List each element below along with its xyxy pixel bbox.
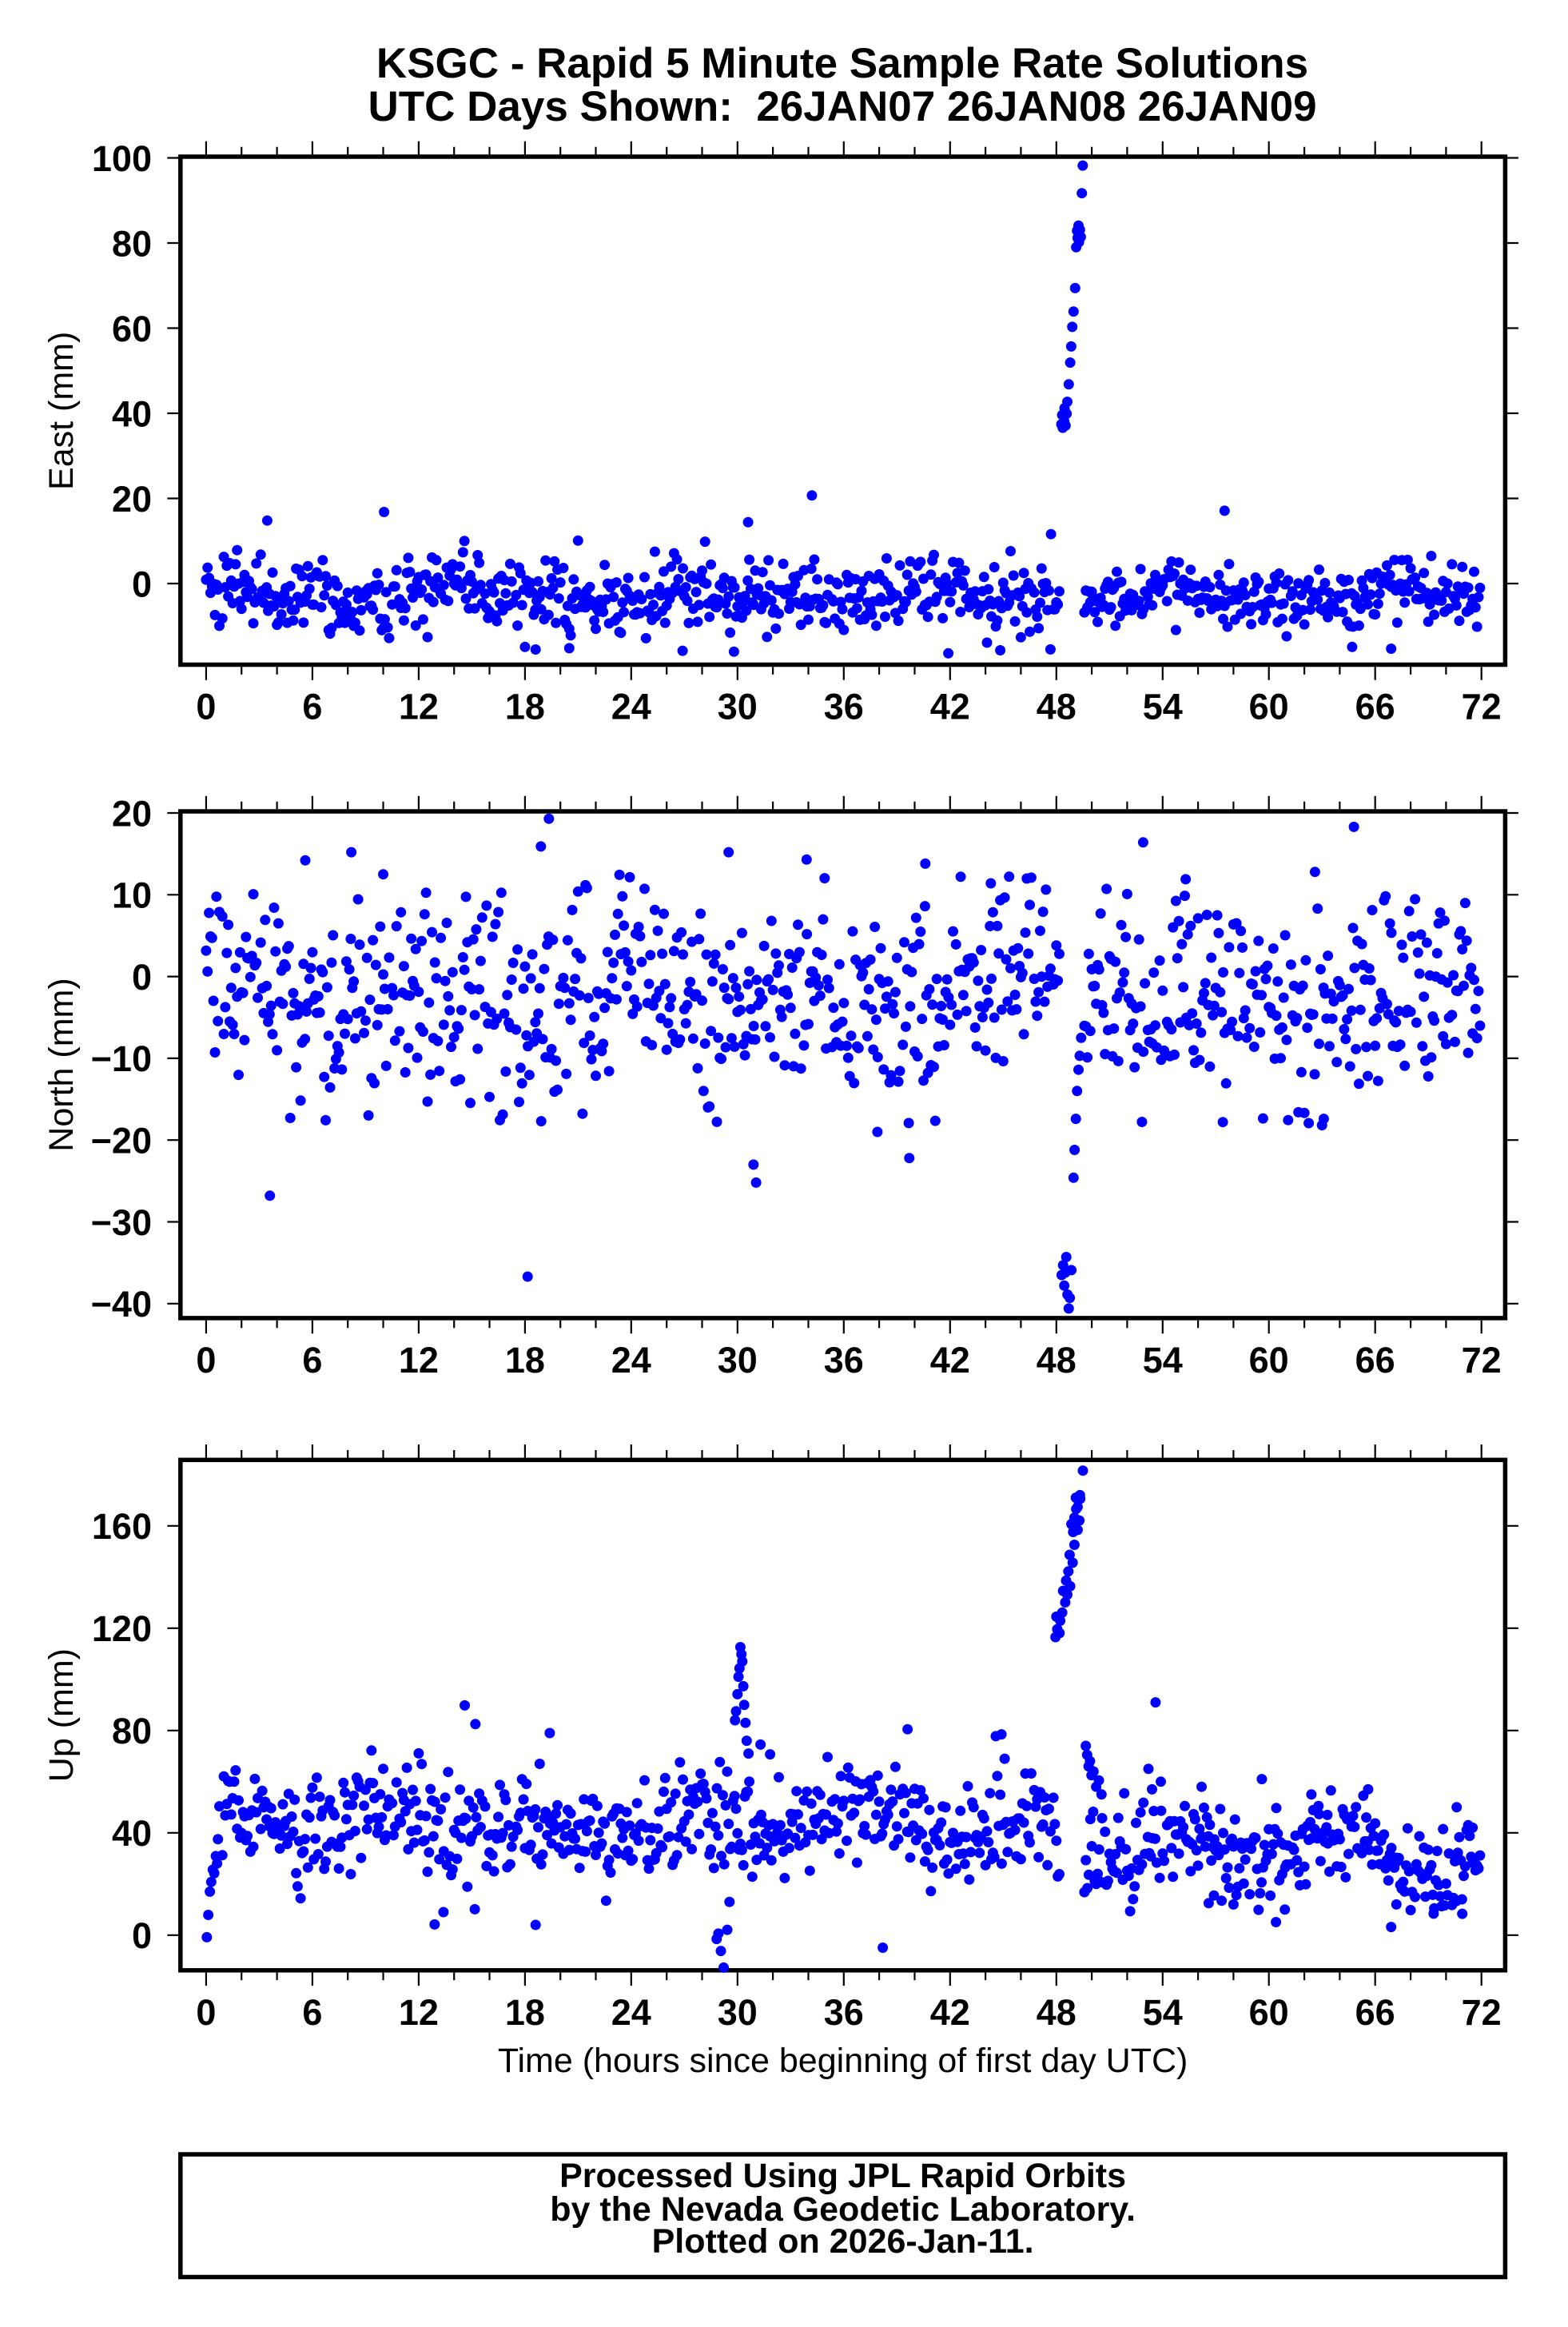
svg-text:10: 10 bbox=[112, 875, 152, 916]
svg-text:30: 30 bbox=[718, 1992, 758, 2033]
svg-text:72: 72 bbox=[1462, 687, 1502, 727]
svg-text:Plotted on 2026-Jan-11.: Plotted on 2026-Jan-11. bbox=[652, 2222, 1034, 2261]
svg-text:42: 42 bbox=[930, 1340, 970, 1381]
svg-text:54: 54 bbox=[1143, 1340, 1183, 1381]
svg-text:48: 48 bbox=[1037, 1340, 1077, 1381]
svg-text:12: 12 bbox=[399, 1340, 439, 1381]
svg-text:66: 66 bbox=[1355, 1340, 1395, 1381]
svg-text:0: 0 bbox=[196, 687, 216, 727]
svg-text:−10: −10 bbox=[91, 1038, 152, 1079]
svg-text:6: 6 bbox=[302, 687, 322, 727]
svg-text:24: 24 bbox=[611, 687, 651, 727]
svg-text:48: 48 bbox=[1037, 1992, 1077, 2033]
svg-text:120: 120 bbox=[92, 1608, 152, 1649]
svg-text:0: 0 bbox=[132, 1915, 152, 1956]
svg-text:by the Nevada Geodetic Laborat: by the Nevada Geodetic Laboratory. bbox=[550, 2190, 1136, 2229]
svg-text:42: 42 bbox=[930, 1992, 970, 2033]
svg-text:36: 36 bbox=[824, 687, 864, 727]
svg-text:24: 24 bbox=[611, 1992, 651, 2033]
svg-text:−40: −40 bbox=[91, 1284, 152, 1325]
svg-text:KSGC - Rapid 5 Minute Sample R: KSGC - Rapid 5 Minute Sample Rate Soluti… bbox=[376, 40, 1308, 87]
svg-text:60: 60 bbox=[112, 309, 152, 349]
svg-text:42: 42 bbox=[930, 687, 970, 727]
svg-text:18: 18 bbox=[505, 1340, 545, 1381]
svg-text:72: 72 bbox=[1462, 1340, 1502, 1381]
svg-text:6: 6 bbox=[302, 1992, 322, 2033]
svg-text:40: 40 bbox=[112, 393, 152, 434]
svg-text:24: 24 bbox=[611, 1340, 651, 1381]
svg-text:12: 12 bbox=[399, 1992, 439, 2033]
svg-text:18: 18 bbox=[505, 1992, 545, 2033]
svg-text:54: 54 bbox=[1143, 1992, 1183, 2033]
svg-text:30: 30 bbox=[718, 1340, 758, 1381]
svg-text:80: 80 bbox=[112, 1711, 152, 1751]
svg-text:100: 100 bbox=[92, 138, 152, 179]
svg-text:North (mm): North (mm) bbox=[42, 978, 81, 1151]
svg-text:36: 36 bbox=[824, 1992, 864, 2033]
svg-text:36: 36 bbox=[824, 1340, 864, 1381]
svg-text:−20: −20 bbox=[91, 1121, 152, 1162]
svg-text:UTC Days Shown: 26JAN07 26JAN: UTC Days Shown: 26JAN07 26JAN08 26JAN09 bbox=[368, 83, 1316, 130]
svg-text:−30: −30 bbox=[91, 1202, 152, 1243]
svg-text:80: 80 bbox=[112, 223, 152, 264]
svg-text:0: 0 bbox=[196, 1992, 216, 2033]
svg-text:0: 0 bbox=[196, 1340, 216, 1381]
svg-text:60: 60 bbox=[1249, 687, 1289, 727]
svg-text:160: 160 bbox=[92, 1506, 152, 1547]
svg-text:60: 60 bbox=[1249, 1992, 1289, 2033]
svg-text:Time (hours since beginning of: Time (hours since beginning of first day… bbox=[498, 2042, 1188, 2080]
svg-text:18: 18 bbox=[505, 687, 545, 727]
svg-text:54: 54 bbox=[1143, 687, 1183, 727]
svg-text:60: 60 bbox=[1249, 1340, 1289, 1381]
svg-text:20: 20 bbox=[112, 479, 152, 520]
svg-text:Processed Using JPL Rapid Orbi: Processed Using JPL Rapid Orbits bbox=[559, 2157, 1126, 2195]
svg-text:East (mm): East (mm) bbox=[42, 332, 81, 490]
svg-text:20: 20 bbox=[112, 793, 152, 834]
svg-text:Up (mm): Up (mm) bbox=[42, 1648, 81, 1782]
svg-text:6: 6 bbox=[302, 1340, 322, 1381]
svg-text:30: 30 bbox=[718, 687, 758, 727]
svg-text:72: 72 bbox=[1462, 1992, 1502, 2033]
svg-text:66: 66 bbox=[1355, 687, 1395, 727]
svg-text:48: 48 bbox=[1037, 687, 1077, 727]
svg-text:0: 0 bbox=[132, 564, 152, 604]
svg-text:40: 40 bbox=[112, 1813, 152, 1854]
svg-text:0: 0 bbox=[132, 957, 152, 998]
svg-text:66: 66 bbox=[1355, 1992, 1395, 2033]
svg-text:12: 12 bbox=[399, 687, 439, 727]
